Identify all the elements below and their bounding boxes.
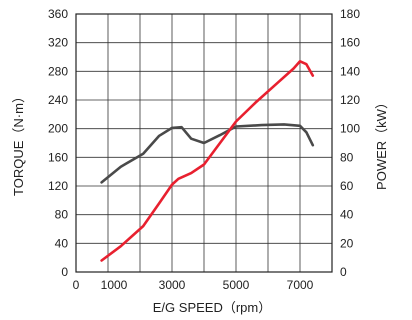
- y-left-tick-label: 40: [55, 236, 69, 250]
- tick-labels: 0 1000 3000 5000 700004080120160200240280320…: [48, 7, 360, 292]
- y-right-tick-label: 140: [340, 64, 360, 78]
- power-curve-line: [100, 59, 315, 262]
- x-tick-label: 3000: [159, 278, 186, 292]
- y-left-tick-label: 0: [61, 265, 68, 279]
- y-left-tick-label: 240: [48, 93, 68, 107]
- y-axis-right-title: POWER（kW）: [374, 96, 389, 190]
- y-left-tick-label: 120: [48, 179, 68, 193]
- x-tick-label: 1000: [101, 278, 128, 292]
- y-right-tick-label: 80: [340, 150, 354, 164]
- y-right-tick-label: 60: [340, 179, 354, 193]
- y-right-tick-label: 120: [340, 93, 360, 107]
- x-tick-label: 0: [73, 278, 80, 292]
- y-right-tick-label: 180: [340, 7, 360, 21]
- x-tick-label: 5000: [223, 278, 250, 292]
- y-left-tick-label: 160: [48, 150, 68, 164]
- x-axis-title: E/G SPEED（rpm）: [153, 300, 271, 315]
- y-left-tick-label: 360: [48, 7, 68, 21]
- y-right-tick-label: 40: [340, 208, 354, 222]
- y-left-tick-label: 80: [55, 208, 69, 222]
- y-left-tick-label: 280: [48, 64, 68, 78]
- y-axis-left-title: TORQUE（N·m）: [11, 90, 26, 196]
- y-left-tick-label: 200: [48, 122, 68, 136]
- y-right-tick-label: 0: [340, 265, 347, 279]
- plot-frame: [75, 13, 333, 273]
- x-tick-label: 7000: [287, 278, 314, 292]
- y-right-tick-label: 100: [340, 122, 360, 136]
- y-right-tick-label: 160: [340, 36, 360, 50]
- torque-curve-line: [100, 123, 315, 184]
- y-right-tick-label: 20: [340, 236, 354, 250]
- y-left-tick-label: 320: [48, 36, 68, 50]
- series-lines: [100, 59, 315, 262]
